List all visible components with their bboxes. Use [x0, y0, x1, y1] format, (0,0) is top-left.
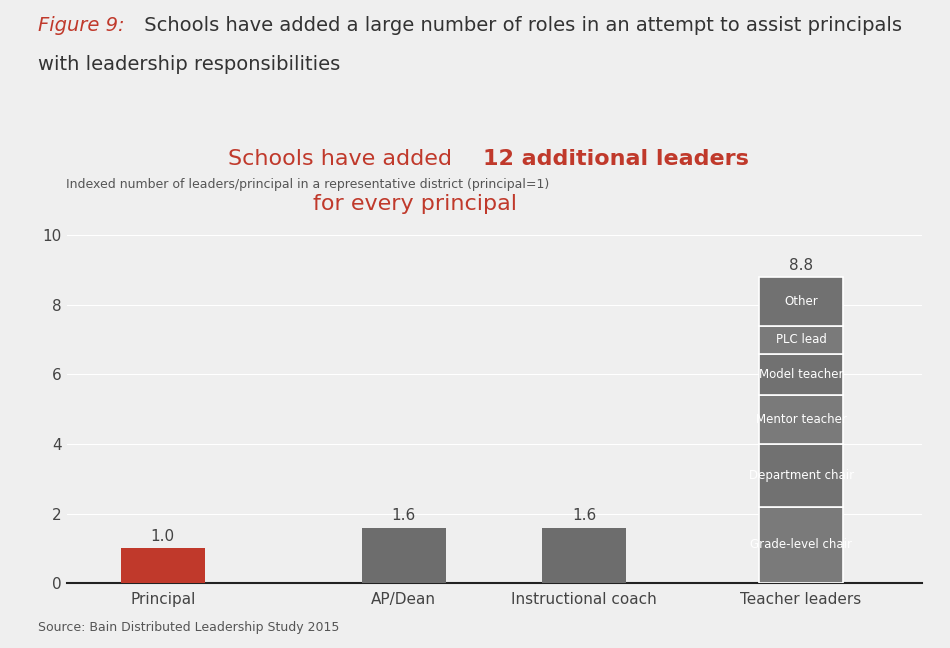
Text: 8.8: 8.8	[789, 258, 813, 273]
Text: PLC lead: PLC lead	[775, 333, 826, 346]
Bar	[121, 548, 205, 583]
Bar	[759, 444, 844, 507]
Text: Mentor teacher: Mentor teacher	[755, 413, 846, 426]
Text: Schools have added a large number of roles in an attempt to assist principals: Schools have added a large number of rol…	[138, 16, 902, 35]
Bar	[759, 395, 844, 444]
Text: Model teacher: Model teacher	[759, 368, 844, 381]
Bar	[759, 277, 844, 326]
Text: Indexed number of leaders/principal in a representative district (principal=1): Indexed number of leaders/principal in a…	[66, 178, 550, 191]
Text: 1.6: 1.6	[391, 508, 416, 524]
Text: with leadership responsibilities: with leadership responsibilities	[38, 55, 340, 74]
Text: Source: Bain Distributed Leadership Study 2015: Source: Bain Distributed Leadership Stud…	[38, 621, 339, 634]
Text: 1.6: 1.6	[572, 508, 597, 524]
Text: 12 additional leaders: 12 additional leaders	[483, 149, 749, 168]
Bar	[542, 527, 626, 583]
Text: 1.0: 1.0	[151, 529, 175, 544]
Text: Department chair: Department chair	[749, 469, 854, 482]
Text: Other: Other	[784, 295, 818, 308]
Bar	[362, 527, 446, 583]
Bar	[759, 326, 844, 354]
Text: Figure 9:: Figure 9:	[38, 16, 124, 35]
Text: Grade-level chair: Grade-level chair	[750, 538, 852, 551]
Text: Schools have added: Schools have added	[228, 149, 459, 168]
Bar	[759, 354, 844, 395]
Bar	[759, 507, 844, 583]
Text: for every principal: for every principal	[314, 194, 518, 214]
